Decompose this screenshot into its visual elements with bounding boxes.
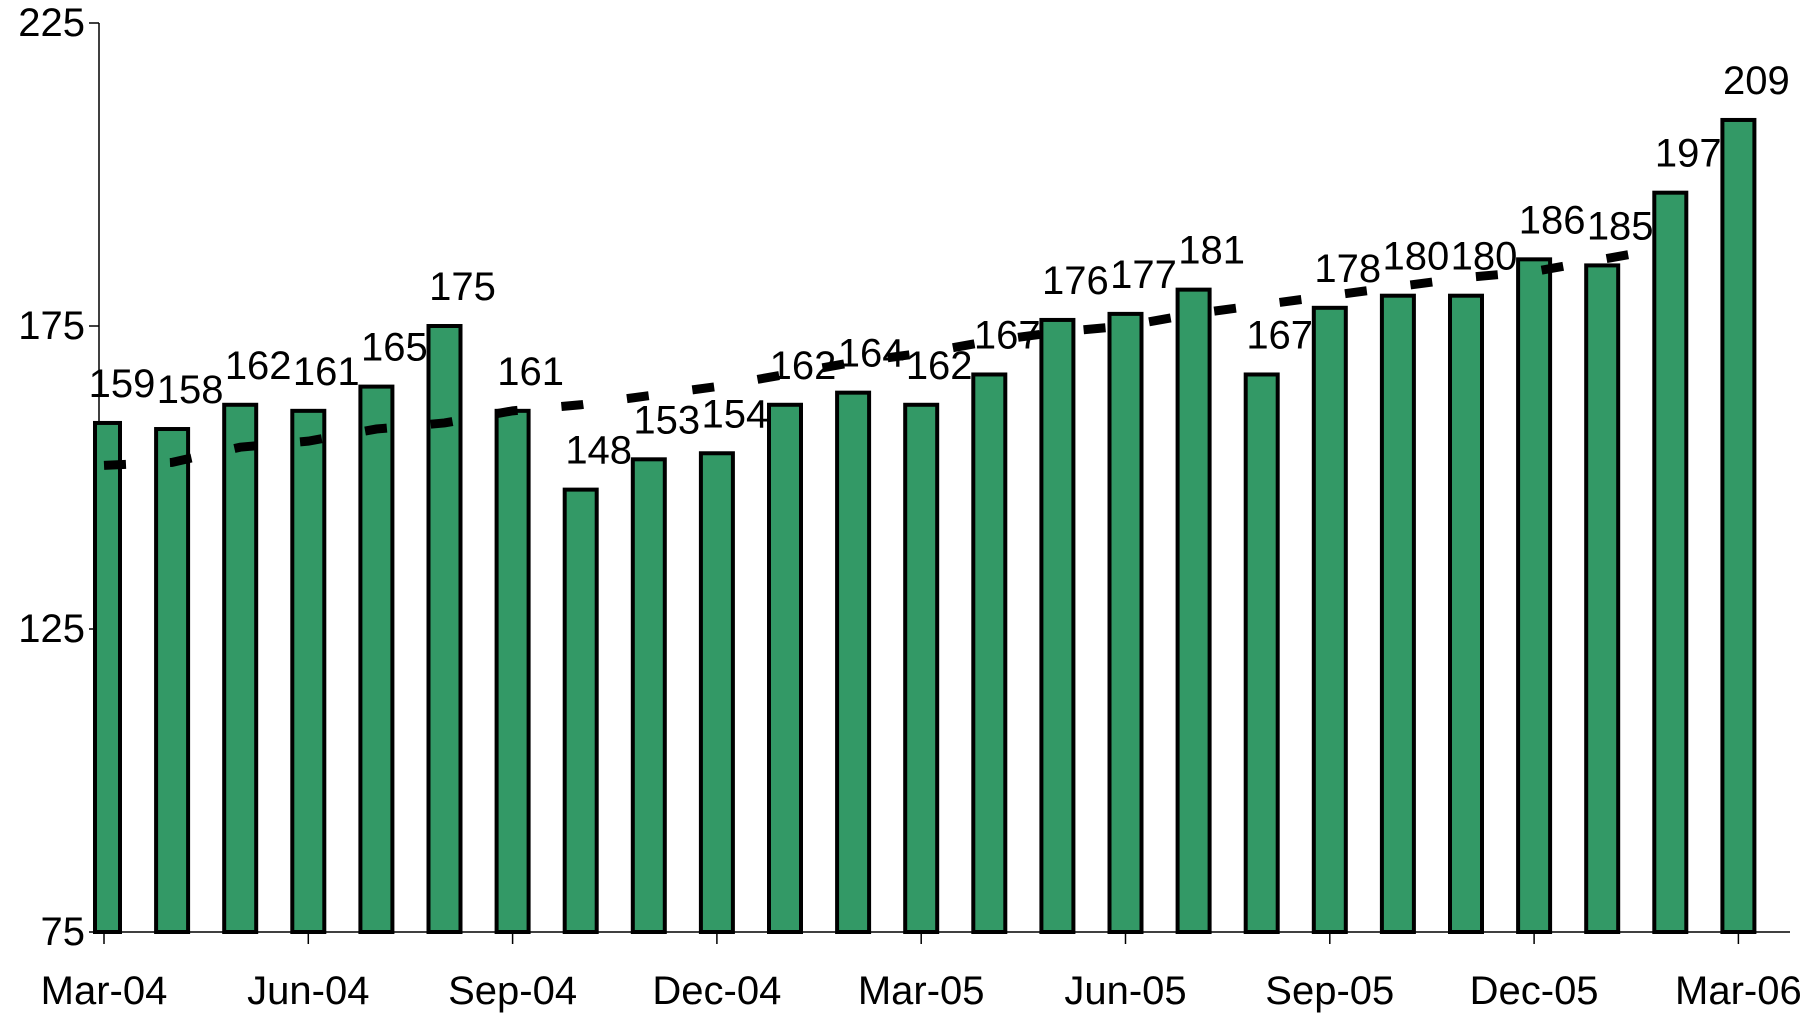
bar bbox=[1379, 293, 1416, 934]
bar bbox=[154, 427, 191, 934]
value-label: 180 bbox=[1383, 235, 1450, 279]
value-label: 162 bbox=[906, 344, 973, 388]
bar bbox=[1107, 311, 1144, 934]
value-label: 158 bbox=[157, 368, 224, 412]
x-tick-label: Jun-05 bbox=[1064, 969, 1186, 1013]
y-tick-label: 225 bbox=[18, 1, 85, 45]
bar bbox=[1652, 190, 1689, 934]
bar bbox=[358, 384, 395, 935]
value-label: 197 bbox=[1655, 132, 1722, 176]
x-tick-label: Jun-04 bbox=[247, 969, 369, 1013]
bar bbox=[1175, 287, 1212, 934]
bar bbox=[1311, 305, 1348, 934]
bar bbox=[903, 402, 940, 934]
bar bbox=[630, 457, 667, 934]
y-tick-label: 75 bbox=[41, 910, 86, 954]
value-label: 148 bbox=[565, 429, 632, 473]
x-tick-label: Sep-04 bbox=[448, 969, 577, 1013]
bar bbox=[290, 408, 327, 934]
value-label: 180 bbox=[1451, 235, 1518, 279]
bar bbox=[222, 402, 259, 934]
bar bbox=[494, 408, 531, 934]
value-label: 175 bbox=[429, 265, 496, 309]
bar bbox=[698, 451, 735, 934]
bar bbox=[1448, 293, 1484, 934]
x-tick-label: Mar-06 bbox=[1675, 969, 1802, 1013]
x-tick-label: Dec-05 bbox=[1470, 969, 1599, 1013]
value-label: 176 bbox=[1042, 259, 1109, 303]
value-label: 159 bbox=[89, 362, 156, 406]
value-label: 162 bbox=[225, 344, 292, 388]
x-tick-label: Dec-04 bbox=[652, 969, 781, 1013]
value-label: 185 bbox=[1587, 204, 1654, 248]
value-label: 177 bbox=[1110, 253, 1177, 297]
bar bbox=[1039, 317, 1076, 934]
value-label: 161 bbox=[293, 350, 360, 394]
x-tick-label: Mar-05 bbox=[858, 969, 985, 1013]
bar bbox=[971, 372, 1008, 935]
value-label: 161 bbox=[497, 350, 564, 394]
bar bbox=[93, 420, 122, 934]
x-tick-label: Mar-04 bbox=[41, 969, 168, 1013]
bar bbox=[1516, 257, 1553, 934]
bar bbox=[835, 390, 872, 935]
value-label: 167 bbox=[1246, 313, 1313, 357]
bar bbox=[1720, 117, 1757, 934]
value-label: 178 bbox=[1314, 247, 1381, 291]
y-tick-label: 125 bbox=[18, 607, 85, 651]
bar bbox=[1584, 263, 1621, 934]
bar bbox=[1243, 372, 1280, 935]
y-tick-label: 175 bbox=[18, 304, 85, 348]
bar bbox=[562, 487, 599, 934]
value-label: 154 bbox=[702, 392, 769, 436]
value-label: 153 bbox=[633, 398, 700, 442]
value-label: 181 bbox=[1178, 229, 1245, 273]
value-label: 209 bbox=[1723, 59, 1790, 103]
x-tick-label: Sep-05 bbox=[1265, 969, 1394, 1013]
bar bbox=[426, 324, 463, 934]
value-label: 165 bbox=[361, 326, 428, 370]
bar bbox=[767, 402, 803, 934]
value-label: 186 bbox=[1519, 198, 1586, 242]
